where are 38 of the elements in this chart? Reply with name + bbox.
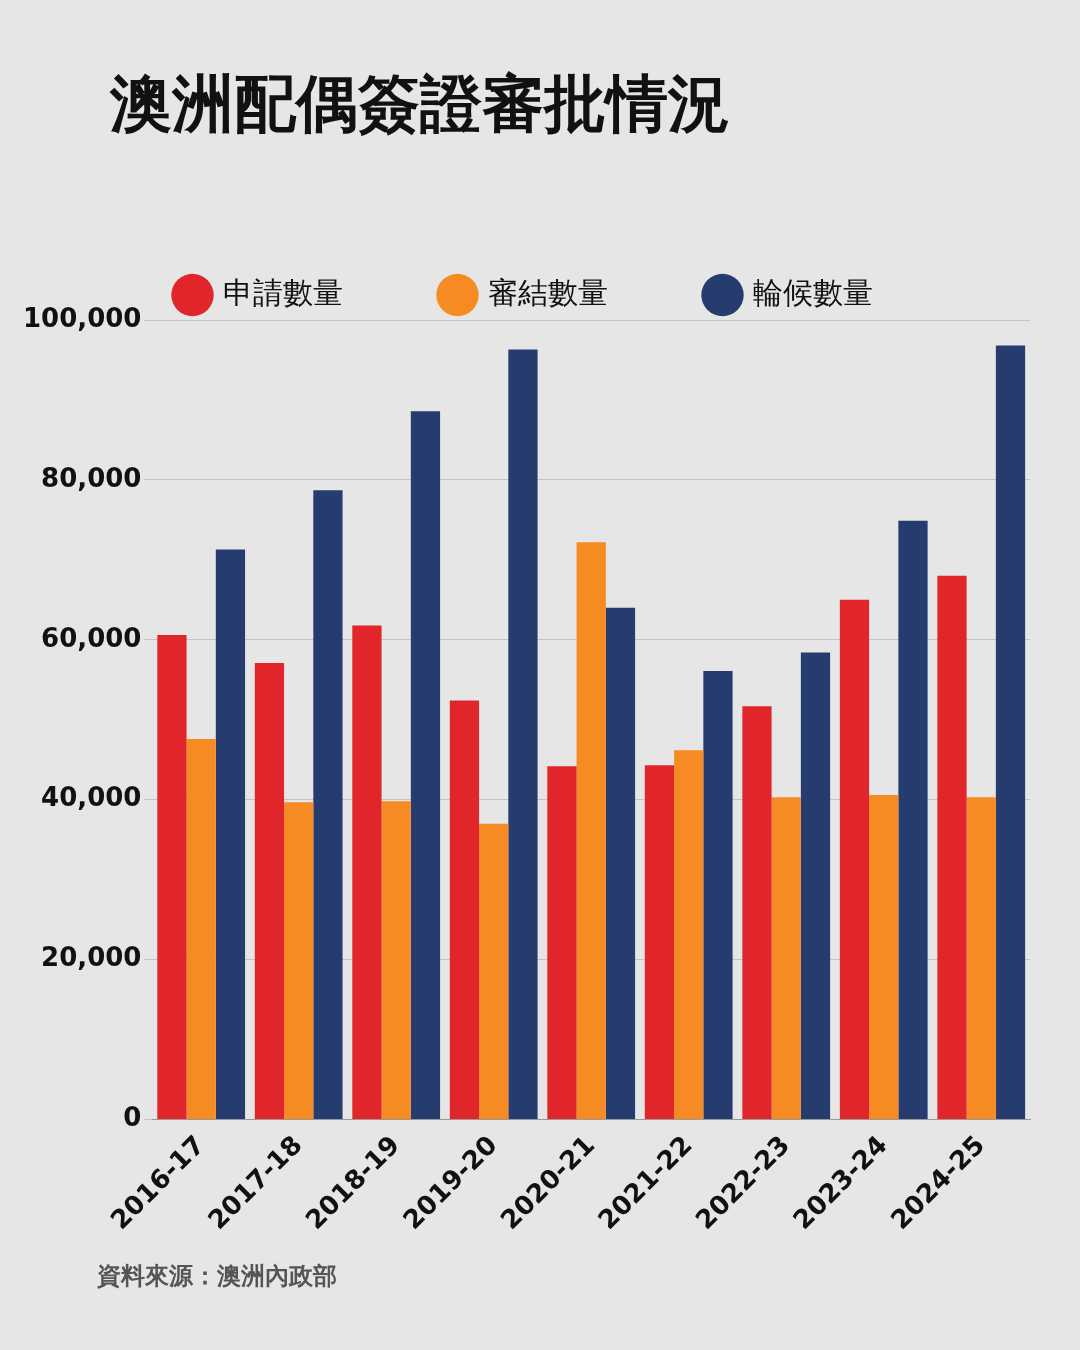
bar — [800, 652, 831, 1120]
y-tick-label: 80,000 — [41, 462, 142, 493]
bar — [479, 823, 509, 1120]
bar — [254, 663, 285, 1120]
bar — [576, 542, 606, 1120]
bar — [771, 797, 801, 1120]
bar — [605, 607, 636, 1120]
legend-label: 審結數量 — [487, 274, 608, 310]
bar — [284, 802, 314, 1120]
bar — [508, 349, 538, 1120]
legend-label: 輪候數量 — [752, 274, 873, 310]
chart-title: 澳洲配偶簽證審批情況 — [110, 66, 730, 142]
bar — [869, 794, 899, 1120]
y-tick-label: 0 — [123, 1102, 142, 1133]
bar — [898, 520, 928, 1120]
bar — [410, 411, 441, 1120]
bar — [449, 700, 480, 1120]
y-tick-label: 20,000 — [41, 942, 142, 973]
legend-label: 申請數量 — [222, 274, 343, 310]
y-tick-label: 40,000 — [41, 782, 142, 813]
bar — [703, 671, 733, 1120]
bar — [381, 801, 411, 1120]
bar — [839, 599, 870, 1120]
bar — [937, 575, 967, 1120]
source-note: 資料來源：澳洲內政部 — [97, 1261, 337, 1292]
bar — [995, 345, 1026, 1120]
bar — [966, 797, 996, 1120]
bar — [352, 625, 382, 1120]
bar — [742, 706, 772, 1120]
y-tick-label: 100,000 — [23, 302, 142, 333]
bar — [674, 750, 704, 1120]
bar — [157, 635, 187, 1120]
bar — [186, 738, 216, 1120]
bar — [547, 766, 577, 1120]
bar — [215, 549, 246, 1120]
bar — [644, 765, 675, 1120]
y-tick-label: 60,000 — [41, 622, 142, 653]
bar — [313, 490, 343, 1120]
